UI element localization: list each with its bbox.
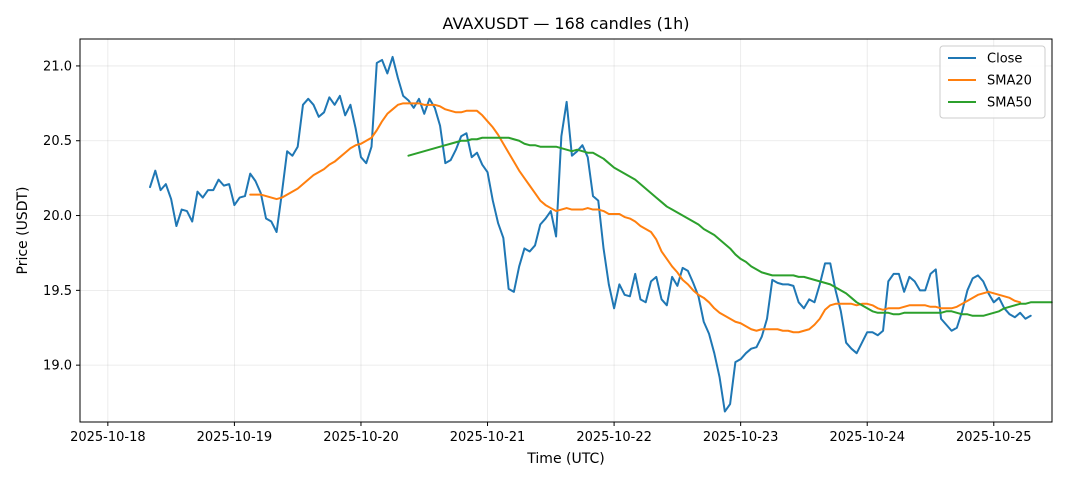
- x-tick-label: 2025-10-25: [956, 430, 1032, 445]
- x-axis-label: Time (UTC): [526, 451, 604, 467]
- series-line-close: [149, 55, 1032, 413]
- series-line-sma50: [407, 136, 1053, 317]
- legend: Close SMA20 SMA50: [939, 45, 1046, 119]
- y-tick-label: 19.5: [43, 284, 72, 299]
- y-tick-label: 21.0: [43, 59, 72, 74]
- x-tick-label: 2025-10-23: [703, 430, 779, 445]
- legend-label-sma50: SMA50: [987, 96, 1032, 111]
- chart-title: AVAXUSDT — 168 candles (1h): [443, 14, 690, 33]
- legend-label-close: Close: [987, 52, 1022, 67]
- grid: [80, 39, 1052, 422]
- x-tick-label: 2025-10-20: [323, 430, 399, 445]
- x-tick-label: 2025-10-19: [197, 430, 273, 445]
- axis-ticks: 2025-10-18 2025-10-19 2025-10-20 2025-10-21…: [43, 59, 1032, 445]
- x-tick-label: 2025-10-21: [450, 430, 526, 445]
- series-line-sma20: [249, 102, 1022, 334]
- plot-frame: [79, 38, 1053, 423]
- x-tick-label: 2025-10-18: [70, 430, 146, 445]
- x-tick-label: 2025-10-22: [576, 430, 652, 445]
- y-tick-label: 19.0: [43, 359, 72, 374]
- series-lines: [149, 55, 1053, 413]
- legend-box: [939, 45, 1046, 119]
- legend-label-sma20: SMA20: [987, 74, 1032, 89]
- x-tick-label: 2025-10-24: [829, 430, 905, 445]
- y-tick-label: 20.0: [43, 209, 72, 224]
- y-tick-label: 20.5: [43, 134, 72, 149]
- y-axis-label: Price (USDT): [15, 187, 31, 275]
